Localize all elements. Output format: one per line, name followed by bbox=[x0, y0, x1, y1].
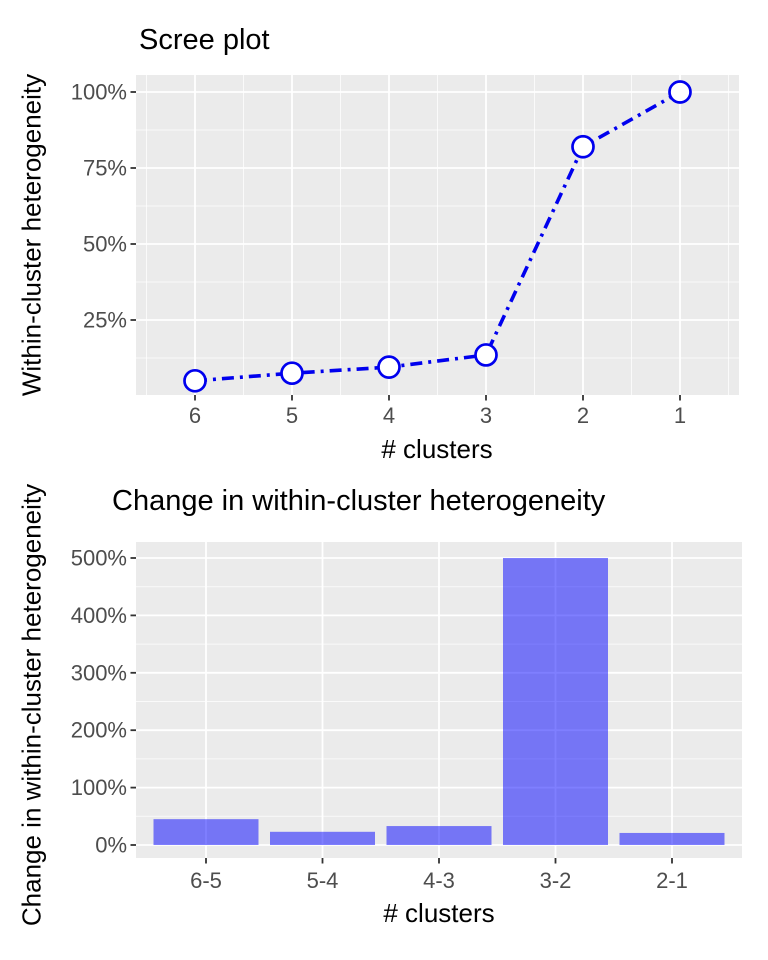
change-bar bbox=[270, 831, 375, 845]
change-bar bbox=[503, 558, 608, 845]
change-y-axis-title: Change in within-cluster heterogeneity bbox=[16, 483, 47, 927]
y-tick-label: 100% bbox=[71, 775, 127, 800]
y-tick-label: 50% bbox=[83, 232, 127, 257]
scree-point bbox=[571, 134, 595, 159]
x-tick-label: 2-1 bbox=[656, 868, 688, 893]
scree-point bbox=[280, 361, 304, 386]
y-tick-label: 0% bbox=[95, 833, 127, 858]
scree-y-axis-title: Within-cluster heterogeneity bbox=[16, 73, 47, 397]
x-tick-label: 6 bbox=[189, 403, 201, 428]
y-tick-label: 100% bbox=[71, 80, 127, 105]
x-tick-label: 1 bbox=[674, 403, 686, 428]
scree-line bbox=[194, 90, 681, 383]
x-tick-label: 3 bbox=[480, 403, 492, 428]
x-tick-label: 4-3 bbox=[423, 868, 455, 893]
y-tick-label: 400% bbox=[71, 603, 127, 628]
scree-point bbox=[668, 80, 692, 104]
scree-point bbox=[377, 355, 401, 379]
change-bar bbox=[386, 826, 492, 845]
y-tick-label: 300% bbox=[71, 660, 127, 685]
scree-point bbox=[183, 368, 207, 393]
x-tick-label: 5 bbox=[286, 403, 298, 428]
scree-plot-title: Scree plot bbox=[139, 24, 270, 56]
change-x-axis-title: # clusters bbox=[383, 898, 495, 928]
x-tick-label: 2 bbox=[577, 403, 589, 428]
x-tick-label: 6-5 bbox=[190, 868, 222, 893]
scree-x-axis-title: # clusters bbox=[381, 434, 493, 464]
change-bar bbox=[619, 832, 725, 845]
change-bar bbox=[153, 819, 259, 845]
y-tick-label: 25% bbox=[83, 308, 127, 333]
scree-point bbox=[474, 343, 498, 367]
y-tick-label: 75% bbox=[83, 156, 127, 181]
change-plot-title: Change in within-cluster heterogeneity bbox=[112, 485, 606, 517]
x-tick-label: 5-4 bbox=[307, 868, 339, 893]
x-tick-label: 4 bbox=[383, 403, 395, 428]
y-tick-label: 200% bbox=[71, 718, 127, 743]
x-tick-label: 3-2 bbox=[540, 868, 572, 893]
y-tick-label: 500% bbox=[71, 546, 127, 571]
